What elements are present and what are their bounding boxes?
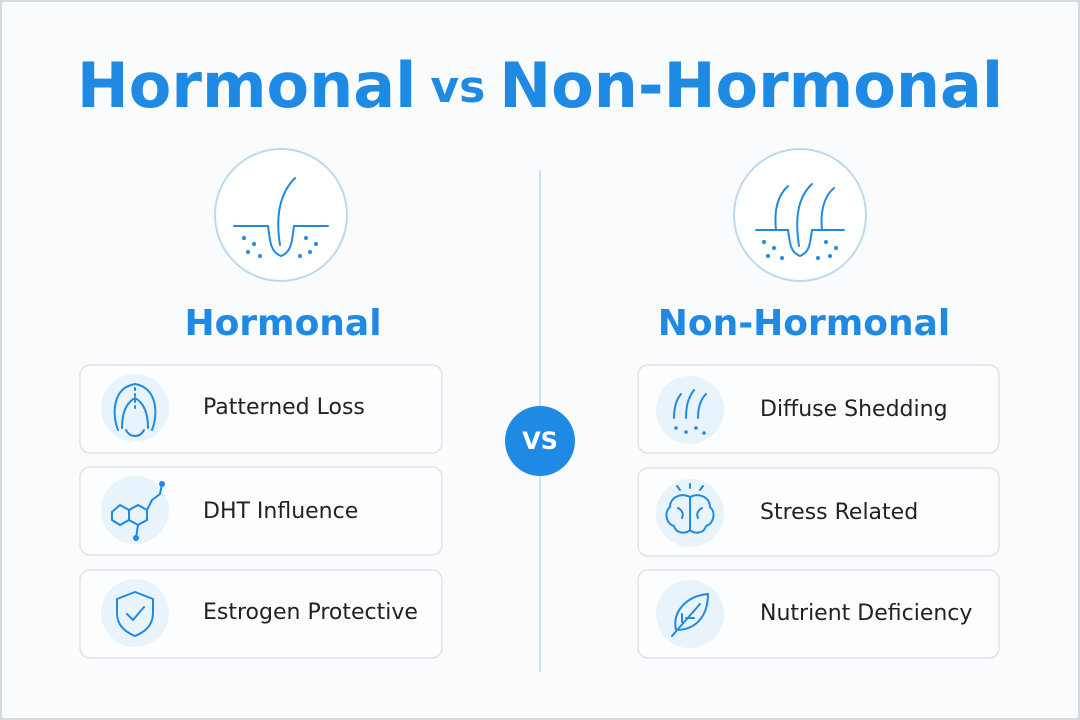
column-heading: Hormonal	[184, 303, 381, 344]
vs-badge	[505, 406, 575, 476]
item-label: Diffuse Shedding	[760, 397, 948, 422]
leaf-icon	[656, 580, 724, 648]
card	[79, 569, 443, 659]
card	[79, 466, 443, 556]
card	[637, 467, 1000, 557]
shield-icon	[101, 579, 169, 647]
card	[79, 364, 443, 454]
title-middle: vs	[430, 62, 485, 113]
hormonal-icon	[214, 148, 348, 282]
item-label: Patterned Loss	[203, 395, 365, 420]
face-icon	[101, 374, 169, 442]
title-right: Non-Hormonal	[499, 49, 1003, 122]
item-label: Stress Related	[760, 500, 918, 525]
item-label: Estrogen Protective	[203, 600, 418, 625]
item-label: Nutrient Deficiency	[760, 601, 972, 626]
title: Hormonal vs Non-Hormonal	[77, 49, 1003, 122]
brain-icon	[656, 479, 724, 547]
item-label: DHT Influence	[203, 499, 358, 524]
molecule-icon	[101, 476, 169, 544]
card	[637, 364, 1000, 454]
column-heading: Non-Hormonal	[658, 303, 951, 344]
non-hormonal-icon	[733, 148, 867, 282]
card	[637, 569, 1000, 659]
vs-badge-text: VS	[522, 427, 558, 455]
title-left: Hormonal	[77, 49, 417, 122]
shedding-icon	[656, 376, 724, 444]
